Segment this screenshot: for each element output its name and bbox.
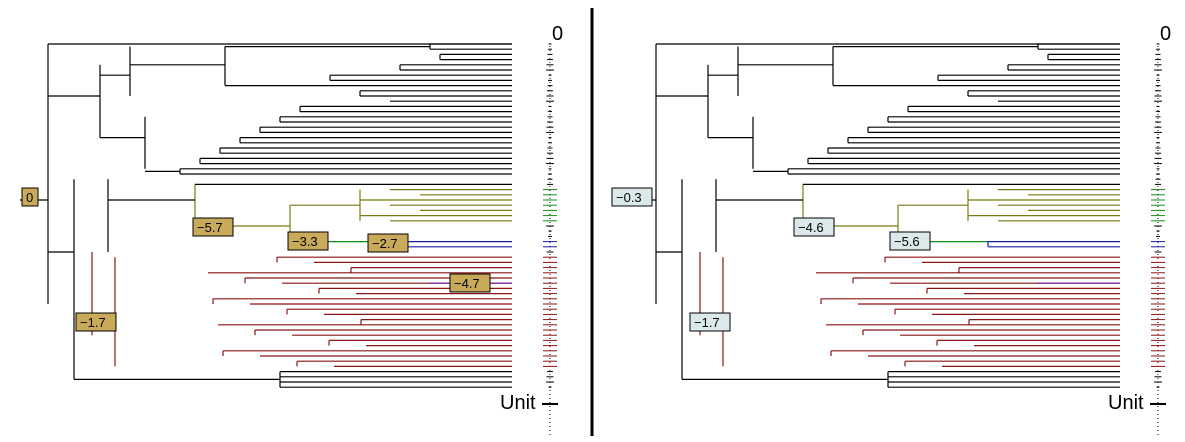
shift-label-box <box>449 273 491 293</box>
shift-label-text: 0 <box>26 190 33 205</box>
left-phylogeny-tree <box>20 43 512 388</box>
shift-label-text: −5.6 <box>894 234 920 249</box>
shift-label-text: −4.6 <box>798 220 824 235</box>
shift-label-text: −5.7 <box>197 220 223 235</box>
left-axis-top-label: 0 <box>552 23 563 45</box>
shift-label-text: −1.7 <box>80 315 106 330</box>
shift-label-text: −4.7 <box>454 276 480 291</box>
shift-label-box <box>889 231 931 251</box>
shift-label-box <box>367 233 409 253</box>
left-rate-strip <box>542 43 558 436</box>
left-shift-labels: 0 −5.7 −3.3 −2.7 −4.7 −1.7 <box>21 187 491 332</box>
right-rate-strip <box>1150 43 1166 436</box>
right-phylogeny-tree <box>628 43 1120 388</box>
shift-label-box <box>21 187 39 207</box>
shift-label-box <box>75 312 117 332</box>
shift-label-box <box>192 217 234 237</box>
shift-label-text: −3.3 <box>292 234 318 249</box>
shift-label-box <box>689 312 731 332</box>
shift-label-text: −1.7 <box>694 315 720 330</box>
shift-label-box <box>793 217 835 237</box>
shift-label-box <box>287 231 329 251</box>
right-axis-bottom-label: Unit <box>1108 392 1144 414</box>
shift-label-text: −2.7 <box>372 236 398 251</box>
shift-label-box <box>611 187 653 207</box>
left-axis-bottom-label: Unit <box>500 392 536 414</box>
shift-label-text: −0.3 <box>616 190 642 205</box>
right-shift-labels: −0.3 −4.6 −5.6 −1.7 <box>611 187 931 332</box>
right-axis-top-label: 0 <box>1160 23 1171 45</box>
